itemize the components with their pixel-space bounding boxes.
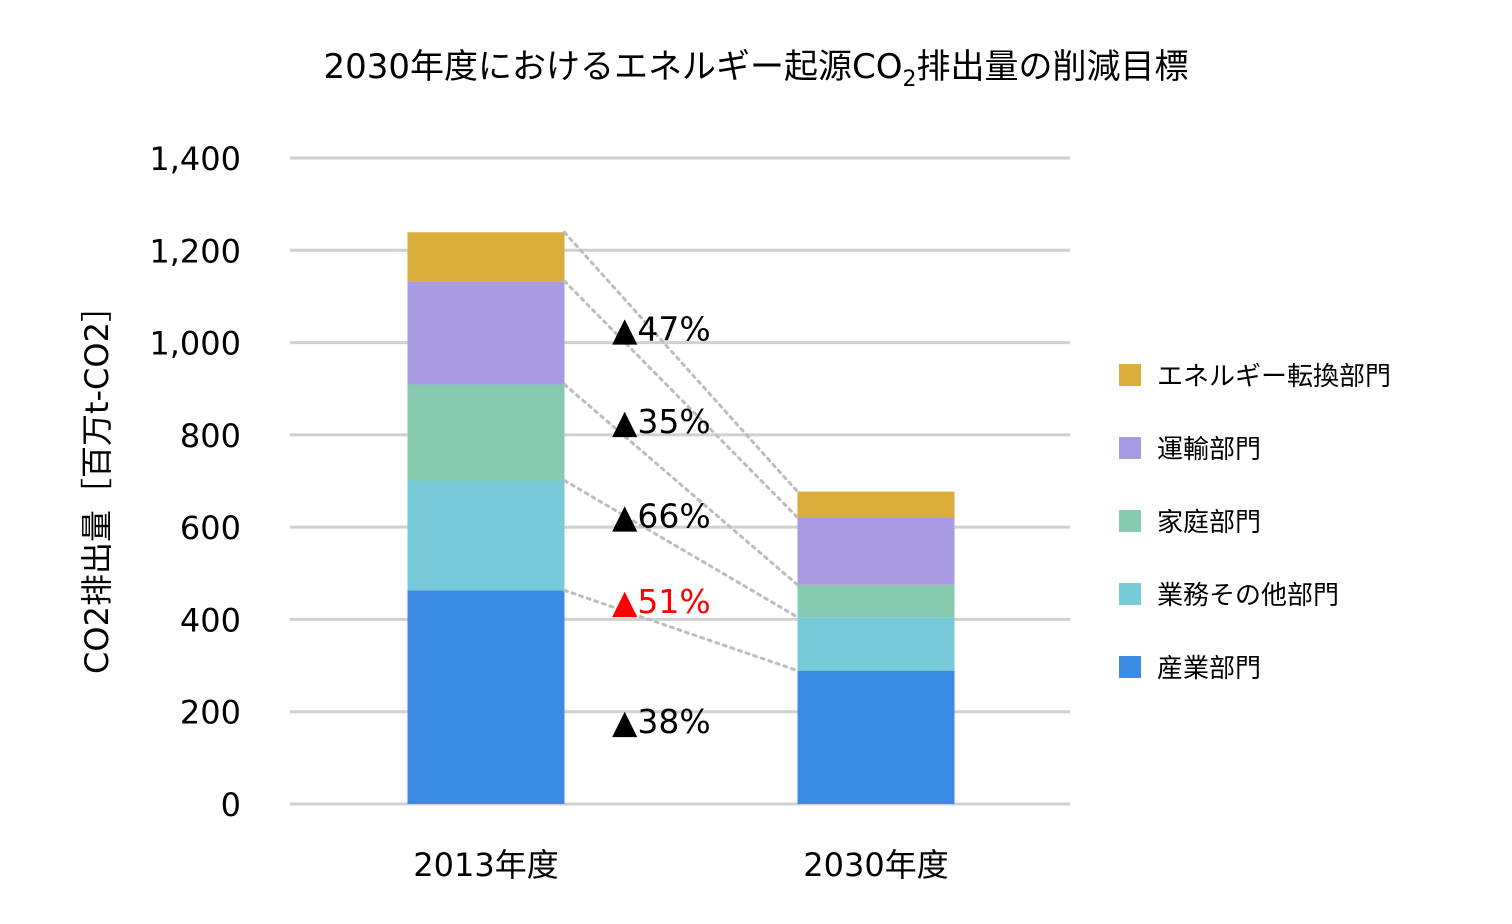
bar-segment <box>407 281 565 385</box>
chart-title-subscript: 2 <box>903 67 917 92</box>
y-axis-label: CO2排出量［百万t-CO2］ <box>78 290 116 674</box>
connector-lines <box>563 230 799 673</box>
x-category-label: 2030年度 <box>803 846 948 884</box>
legend-label: 家庭部門 <box>1157 508 1261 538</box>
chart-title: 2030年度におけるエネルギー起源CO2排出量の削減目標 <box>323 47 1188 92</box>
bar-segment <box>407 232 565 282</box>
x-axis-categories: 2013年度 2030年度 <box>413 846 948 884</box>
legend-label: 業務その他部門 <box>1157 581 1339 611</box>
connector-line <box>563 588 799 673</box>
connector-line <box>563 383 799 587</box>
reduction-label: ▲38% <box>612 702 711 741</box>
bar-segment <box>797 617 955 671</box>
bar-segment <box>797 491 955 518</box>
legend-label: エネルギー転換部門 <box>1157 362 1391 392</box>
y-tick-label: 800 <box>180 417 241 455</box>
bar-segment <box>407 480 565 591</box>
bars <box>407 232 955 804</box>
connector-line <box>563 279 799 519</box>
reduction-label: ▲51% <box>612 582 711 621</box>
reduction-label: ▲47% <box>612 310 711 349</box>
y-tick-label: 1,400 <box>149 140 241 178</box>
legend-swatch <box>1119 437 1141 459</box>
y-tick-label: 400 <box>180 601 241 639</box>
connector-line <box>563 230 799 494</box>
legend-label: 産業部門 <box>1157 654 1261 684</box>
y-tick-label: 1,200 <box>149 232 241 270</box>
legend-swatch <box>1119 656 1141 678</box>
x-category-label: 2013年度 <box>413 846 558 884</box>
reduction-label: ▲66% <box>612 497 711 536</box>
y-tick-label: 600 <box>180 509 241 547</box>
reduction-label: ▲35% <box>612 402 711 441</box>
y-axis-ticks: 0 200 400 600 800 1,000 1,200 1,400 <box>149 140 241 824</box>
legend-swatch <box>1119 583 1141 605</box>
y-tick-label: 200 <box>180 694 241 732</box>
bar-segment <box>797 584 955 618</box>
bar-segment <box>797 517 955 585</box>
bar-segment <box>797 670 955 804</box>
legend-label: 運輸部門 <box>1157 435 1261 465</box>
reduction-annotations: ▲38% ▲51% ▲66% ▲35% ▲47% <box>612 310 711 741</box>
chart-title-end: 排出量の削減目標 <box>917 47 1189 87</box>
bar-segment <box>407 384 565 481</box>
connector-line <box>563 479 799 619</box>
bar-segment <box>407 590 565 804</box>
y-tick-label: 1,000 <box>149 325 241 363</box>
legend-swatch <box>1119 510 1141 532</box>
y-tick-label: 0 <box>221 786 241 824</box>
legend-swatch <box>1119 364 1141 386</box>
